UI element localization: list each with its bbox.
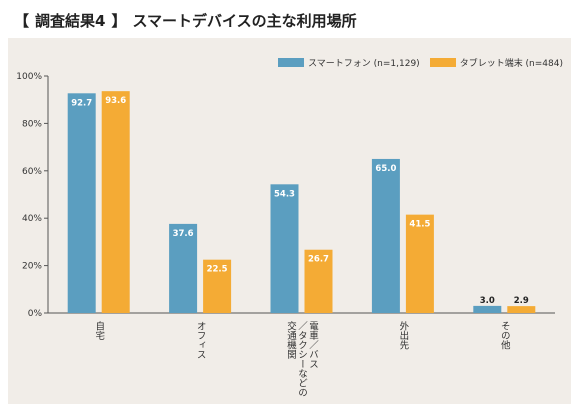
bar-0-3 <box>371 158 400 313</box>
bar-0-1 <box>169 223 198 313</box>
data-label: 26.7 <box>308 255 329 265</box>
category-label: 外出先 <box>397 320 409 350</box>
y-tick-label: 80% <box>22 119 42 129</box>
data-label: 37.6 <box>173 229 194 239</box>
legend-item-tablet: タブレット端末 (n=484) <box>429 56 563 69</box>
legend-swatch-smartphone <box>278 58 305 67</box>
category-label: 電車／バス <box>307 321 319 369</box>
category-label: 交通機関 <box>285 320 297 360</box>
bar-1-2 <box>304 249 333 313</box>
bar-1-1 <box>203 259 232 313</box>
bar-1-4 <box>507 306 536 313</box>
data-label: 93.6 <box>105 96 126 106</box>
chart-title: スマートデバイスの主な利用場所 <box>132 12 357 30</box>
category-label: オフィス <box>195 321 207 359</box>
category-label: その他 <box>499 321 511 350</box>
data-label: 2.9 <box>514 296 529 306</box>
title-bracket-open: 【 <box>14 12 30 30</box>
y-tick-label: 60% <box>22 167 42 177</box>
chart-legend: スマートフォン (n=1,129) タブレット端末 (n=484) <box>278 56 563 69</box>
y-tick-label: 100% <box>16 72 42 82</box>
legend-item-smartphone: スマートフォン (n=1,129) <box>278 56 420 69</box>
legend-swatch-tablet <box>429 58 456 67</box>
bar-0-0 <box>67 93 96 314</box>
bar-1-0 <box>101 91 130 313</box>
chart-title-bar: 【調査結果4 】スマートデバイスの主な利用場所 <box>14 10 363 31</box>
title-tag: 調査結果4 <box>35 12 106 30</box>
y-tick-label: 40% <box>22 214 42 224</box>
legend-label-tablet: タブレット端末 (n=484) <box>459 59 563 69</box>
legend-label-smartphone: スマートフォン (n=1,129) <box>308 59 420 69</box>
data-label: 54.3 <box>274 189 295 199</box>
bar-0-2 <box>270 184 299 313</box>
data-label: 65.0 <box>375 164 396 174</box>
data-label: 92.7 <box>71 98 92 108</box>
data-label: 22.5 <box>207 265 228 275</box>
data-label: 41.5 <box>409 220 430 230</box>
y-tick-label: 20% <box>22 262 42 272</box>
title-bracket-close: 】 <box>111 12 127 30</box>
category-label: 自宅 <box>93 320 105 340</box>
category-label: ／タクシーなどの <box>296 321 308 397</box>
bar-0-4 <box>473 305 502 313</box>
data-label: 3.0 <box>480 296 495 306</box>
y-tick-label: 0% <box>28 309 43 319</box>
bar-1-3 <box>405 214 434 313</box>
